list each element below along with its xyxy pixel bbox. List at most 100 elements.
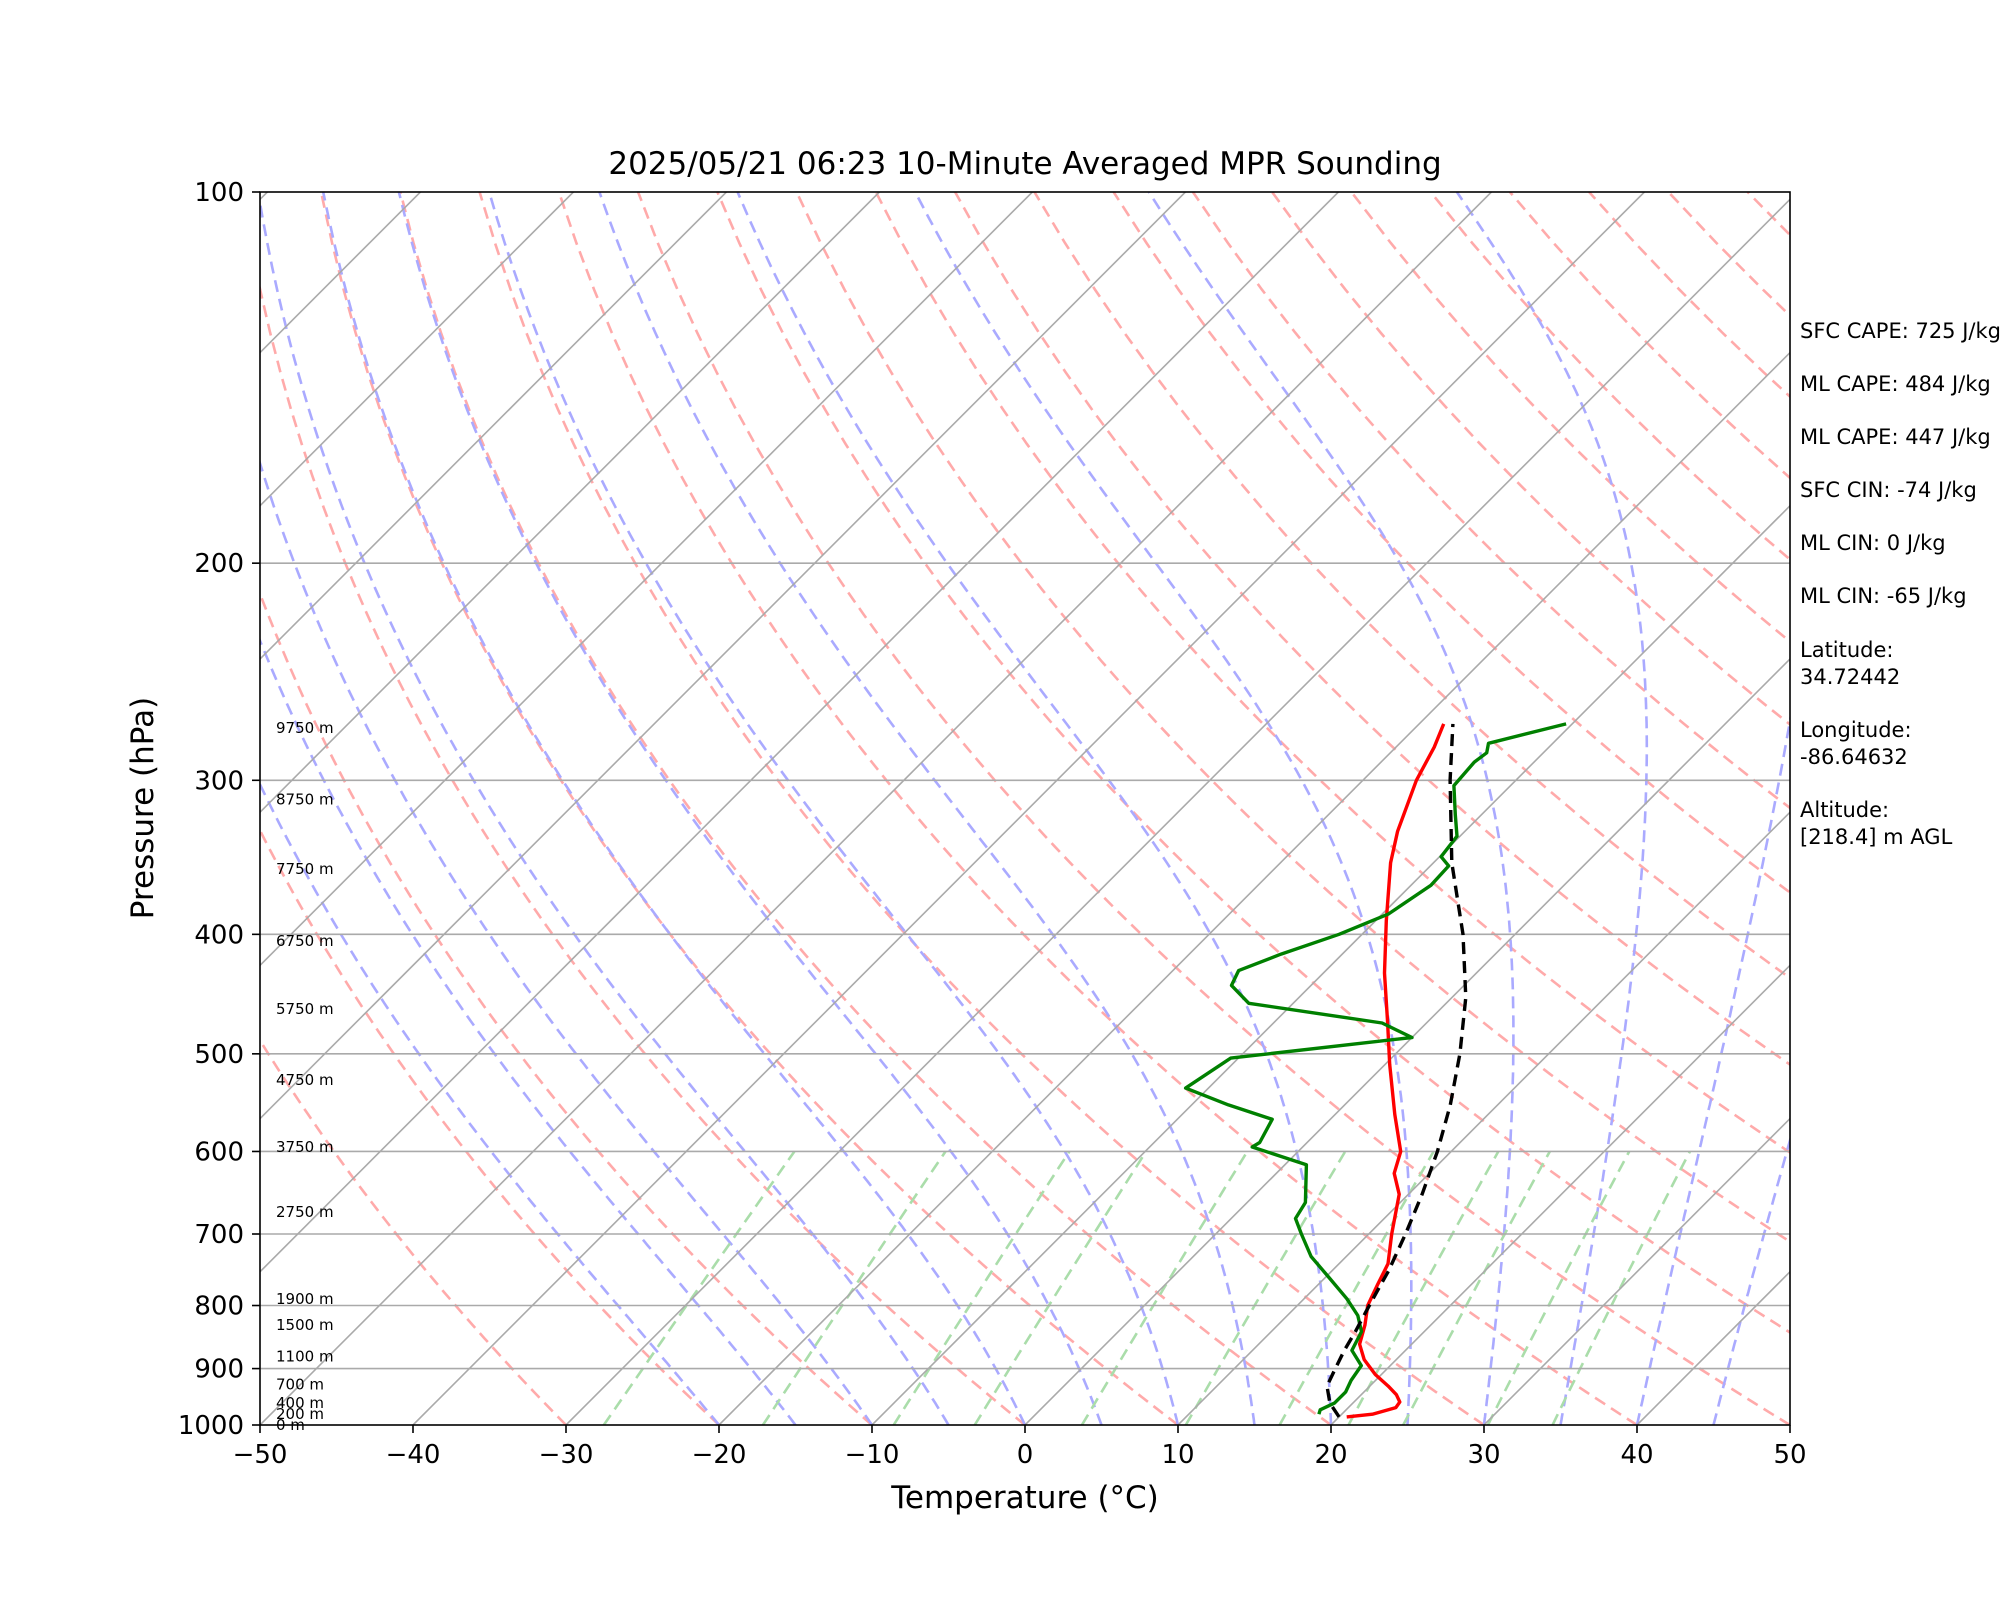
dry-adiabat [260,1037,567,1425]
isotherm [260,192,1033,967]
height-label: 700 m [276,1375,324,1393]
x-axis-ticks: −50 −40 −30 −20 −10 0 10 20 30 40 50 [233,1425,1807,1470]
height-label: 1100 m [276,1348,334,1366]
background-lines [260,192,1790,1425]
x-tick-label: 10 [1161,1440,1194,1470]
height-label: 400 m [276,1394,324,1412]
moist-adiabat [260,637,797,1425]
y-axis-label: Pressure (hPa) [125,697,161,919]
height-label: 9750 m [276,719,334,737]
dry-adiabat [795,192,1790,1244]
profile-lines [1183,722,1567,1419]
isotherm [1330,964,1790,1425]
x-tick-label: 0 [1017,1440,1034,1470]
isotherm [260,192,574,507]
stat-ml-cin-2: ML CIN: -65 J/kg [1800,584,1967,608]
stat-sfc-cin: SFC CIN: -74 J/kg [1800,478,1977,502]
mixing-ratio-line [602,1150,796,1425]
altitude-value: [218.4] m AGL [1800,825,1953,849]
stats-panel: SFC CAPE: 725 J/kg ML CAPE: 484 J/kg ML … [1800,319,2000,849]
moist-adiabat [397,192,1103,1425]
moist-adiabat [1635,713,1790,1425]
isotherm [260,192,1186,1120]
isotherm [871,504,1790,1425]
dry-adiabat [1033,192,1790,980]
height-label: 4750 m [276,1071,334,1089]
isotherm [412,192,1645,1425]
x-tick-label: −40 [386,1440,441,1470]
dry-adiabat [399,192,1332,1425]
y-tick-label: 700 [194,1220,244,1250]
stat-ml-cin-1: ML CIN: 0 J/kg [1800,531,1946,555]
pressure-gridlines [260,562,1790,1370]
height-label: 3750 m [276,1138,334,1156]
dry-adiabat [319,192,1179,1425]
isotherm [260,192,727,661]
latitude-label: Latitude: [1800,638,1894,662]
dry-adiabat [1112,192,1790,895]
mixing-ratio-line [1080,1150,1249,1425]
dry-adiabat [716,192,1790,1335]
mixing-ratio-line [1402,1150,1551,1425]
mixing-ratio-line [761,1150,947,1425]
mixing-ratio-line [1486,1150,1631,1425]
isotherm-lines [260,192,1790,1425]
x-tick-label: −20 [692,1440,747,1470]
y-axis-ticks: 100 200 300 400 500 600 700 800 900 1000 [178,178,260,1441]
longitude-label: Longitude: [1800,718,1912,742]
x-tick-label: 20 [1314,1440,1347,1470]
moist-adiabat [487,192,1180,1425]
moist-adiabat [914,192,1413,1425]
y-tick-label: 1000 [178,1411,244,1441]
x-tick-label: −10 [845,1440,900,1470]
longitude-value: -86.64632 [1800,745,1908,769]
height-label: 5750 m [276,1000,334,1018]
x-tick-label: −50 [233,1440,288,1470]
height-label: 1900 m [276,1290,334,1308]
height-label: 1500 m [276,1316,334,1334]
isotherm [260,192,1492,1425]
dry-adiabat [636,192,1790,1425]
dry-adiabat [260,827,720,1425]
y-tick-label: 200 [194,549,244,579]
isotherm [1177,811,1790,1425]
moist-adiabat [1147,192,1515,1425]
y-tick-label: 900 [194,1355,244,1385]
mixing-ratio-line [973,1150,1148,1425]
isotherm [260,192,880,814]
height-label: 200 m [276,1405,324,1423]
chart-title: 2025/05/21 06:23 10-Minute Averaged MPR … [608,146,1441,182]
moist-adiabat [321,192,1027,1425]
latitude-value: 34.72442 [1800,665,1900,689]
y-tick-label: 400 [194,920,244,950]
isotherm [565,198,1790,1425]
series-temperature [1346,723,1446,1419]
dry-adiabat [953,192,1790,1067]
moist-adiabat [260,459,874,1425]
height-labels: 9750 m 8750 m 7750 m 6750 m 5750 m 4750 m 3750… [276,719,334,1434]
stat-ml-cape-1: ML CAPE: 484 J/kg [1800,372,1991,396]
x-tick-label: −30 [539,1440,594,1470]
dry-adiabat [874,192,1790,1155]
dry-adiabat [478,192,1485,1425]
y-tick-label: 500 [194,1040,244,1070]
moist-adiabat [598,192,1256,1425]
x-tick-label: 50 [1773,1440,1806,1470]
dry-adiabat [260,282,1026,1425]
mixing-ratio-line [892,1150,1071,1425]
moist-adiabat [736,192,1333,1425]
y-tick-label: 800 [194,1292,244,1322]
x-tick-label: 40 [1620,1440,1653,1470]
height-label: 8750 m [276,791,334,809]
moist-adiabat [1455,192,1649,1425]
stat-ml-cape-2: ML CAPE: 447 J/kg [1800,425,1991,449]
x-axis-label: Temperature (°C) [890,1480,1159,1516]
height-label: 7750 m [276,860,334,878]
series-parcel [1325,723,1468,1418]
isotherm [718,351,1790,1425]
x-tick-label: 30 [1467,1440,1500,1470]
altitude-label: Altitude: [1800,798,1889,822]
height-label: 0 m [276,1416,305,1434]
isotherm [260,192,1339,1273]
